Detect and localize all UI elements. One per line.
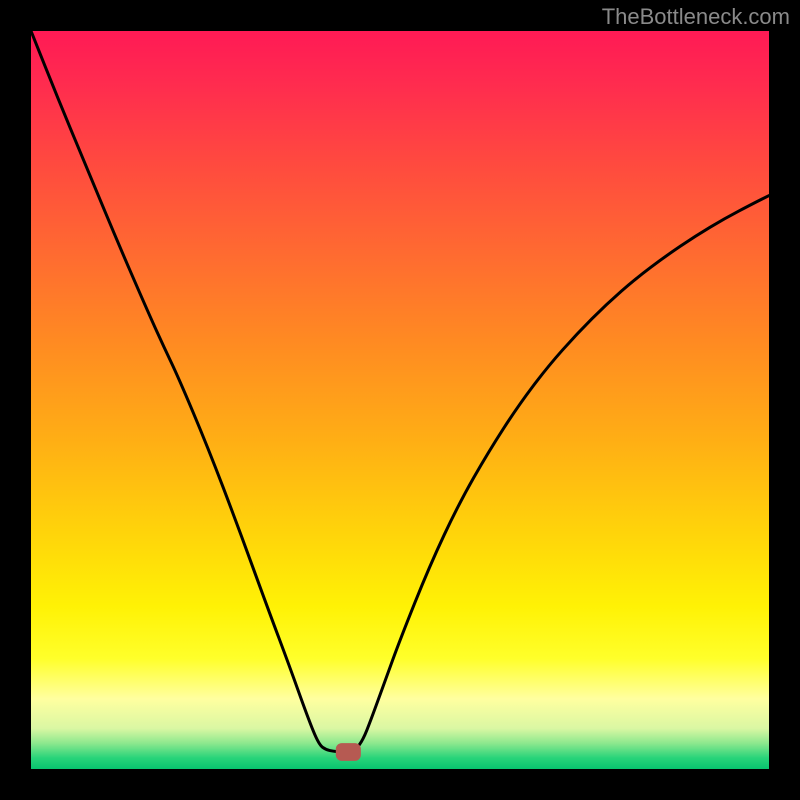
- gradient-background: [31, 31, 769, 769]
- chart-frame: TheBottleneck.com: [0, 0, 800, 800]
- bottleneck-chart: [0, 0, 800, 800]
- optimum-marker: [336, 743, 361, 761]
- watermark-text: TheBottleneck.com: [602, 4, 790, 30]
